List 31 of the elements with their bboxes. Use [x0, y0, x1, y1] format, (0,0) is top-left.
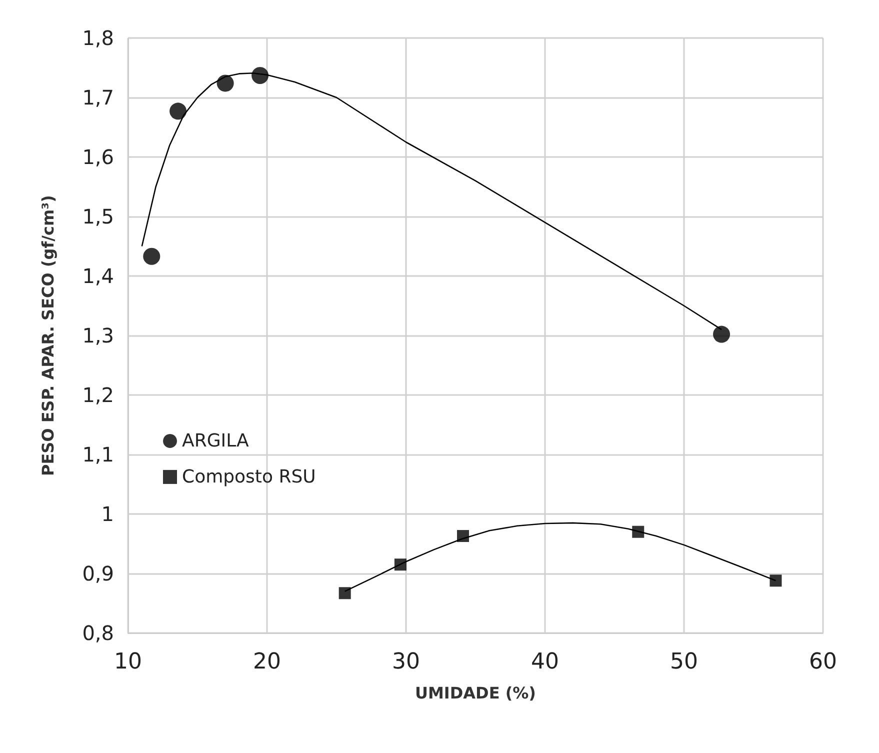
- point: [456, 530, 469, 542]
- y-tick-label: 1,8: [82, 26, 114, 50]
- y-axis-title: PESO ESP. APAR. SECO (gf/cm³): [38, 195, 58, 476]
- y-tick-label: 0,9: [82, 562, 114, 586]
- x-tick-label: 30: [392, 650, 420, 674]
- point: [394, 558, 406, 571]
- y-tick-label: 1,6: [82, 145, 114, 169]
- point: [338, 587, 351, 600]
- x-tick-label: 40: [531, 650, 559, 674]
- y-tick-label: 1,3: [82, 324, 114, 348]
- y-tick-label: 1,5: [82, 204, 114, 228]
- point: [143, 248, 160, 265]
- x-axis-title: UMIDADE (%): [415, 684, 536, 702]
- legend-label: ARGILA: [182, 430, 250, 452]
- y-tick-label: 1,2: [82, 383, 114, 407]
- point: [632, 526, 644, 538]
- y-tick-label: 1: [101, 502, 114, 526]
- x-tick-label: 60: [809, 650, 837, 674]
- legend-label: Composto RSU: [182, 466, 316, 488]
- point: [713, 326, 730, 343]
- point: [216, 74, 234, 92]
- x-tick-label: 50: [670, 650, 698, 674]
- point: [252, 66, 269, 84]
- y-tick-label: 1,7: [82, 86, 114, 110]
- point: [170, 102, 187, 120]
- point: [770, 574, 782, 587]
- x-tick-label: 20: [253, 650, 281, 674]
- y-tick-label: 0,8: [82, 621, 114, 645]
- y-tick-label: 1,4: [82, 264, 114, 288]
- y-tick-label: 1,1: [82, 442, 114, 466]
- x-tick-label: 10: [114, 650, 142, 674]
